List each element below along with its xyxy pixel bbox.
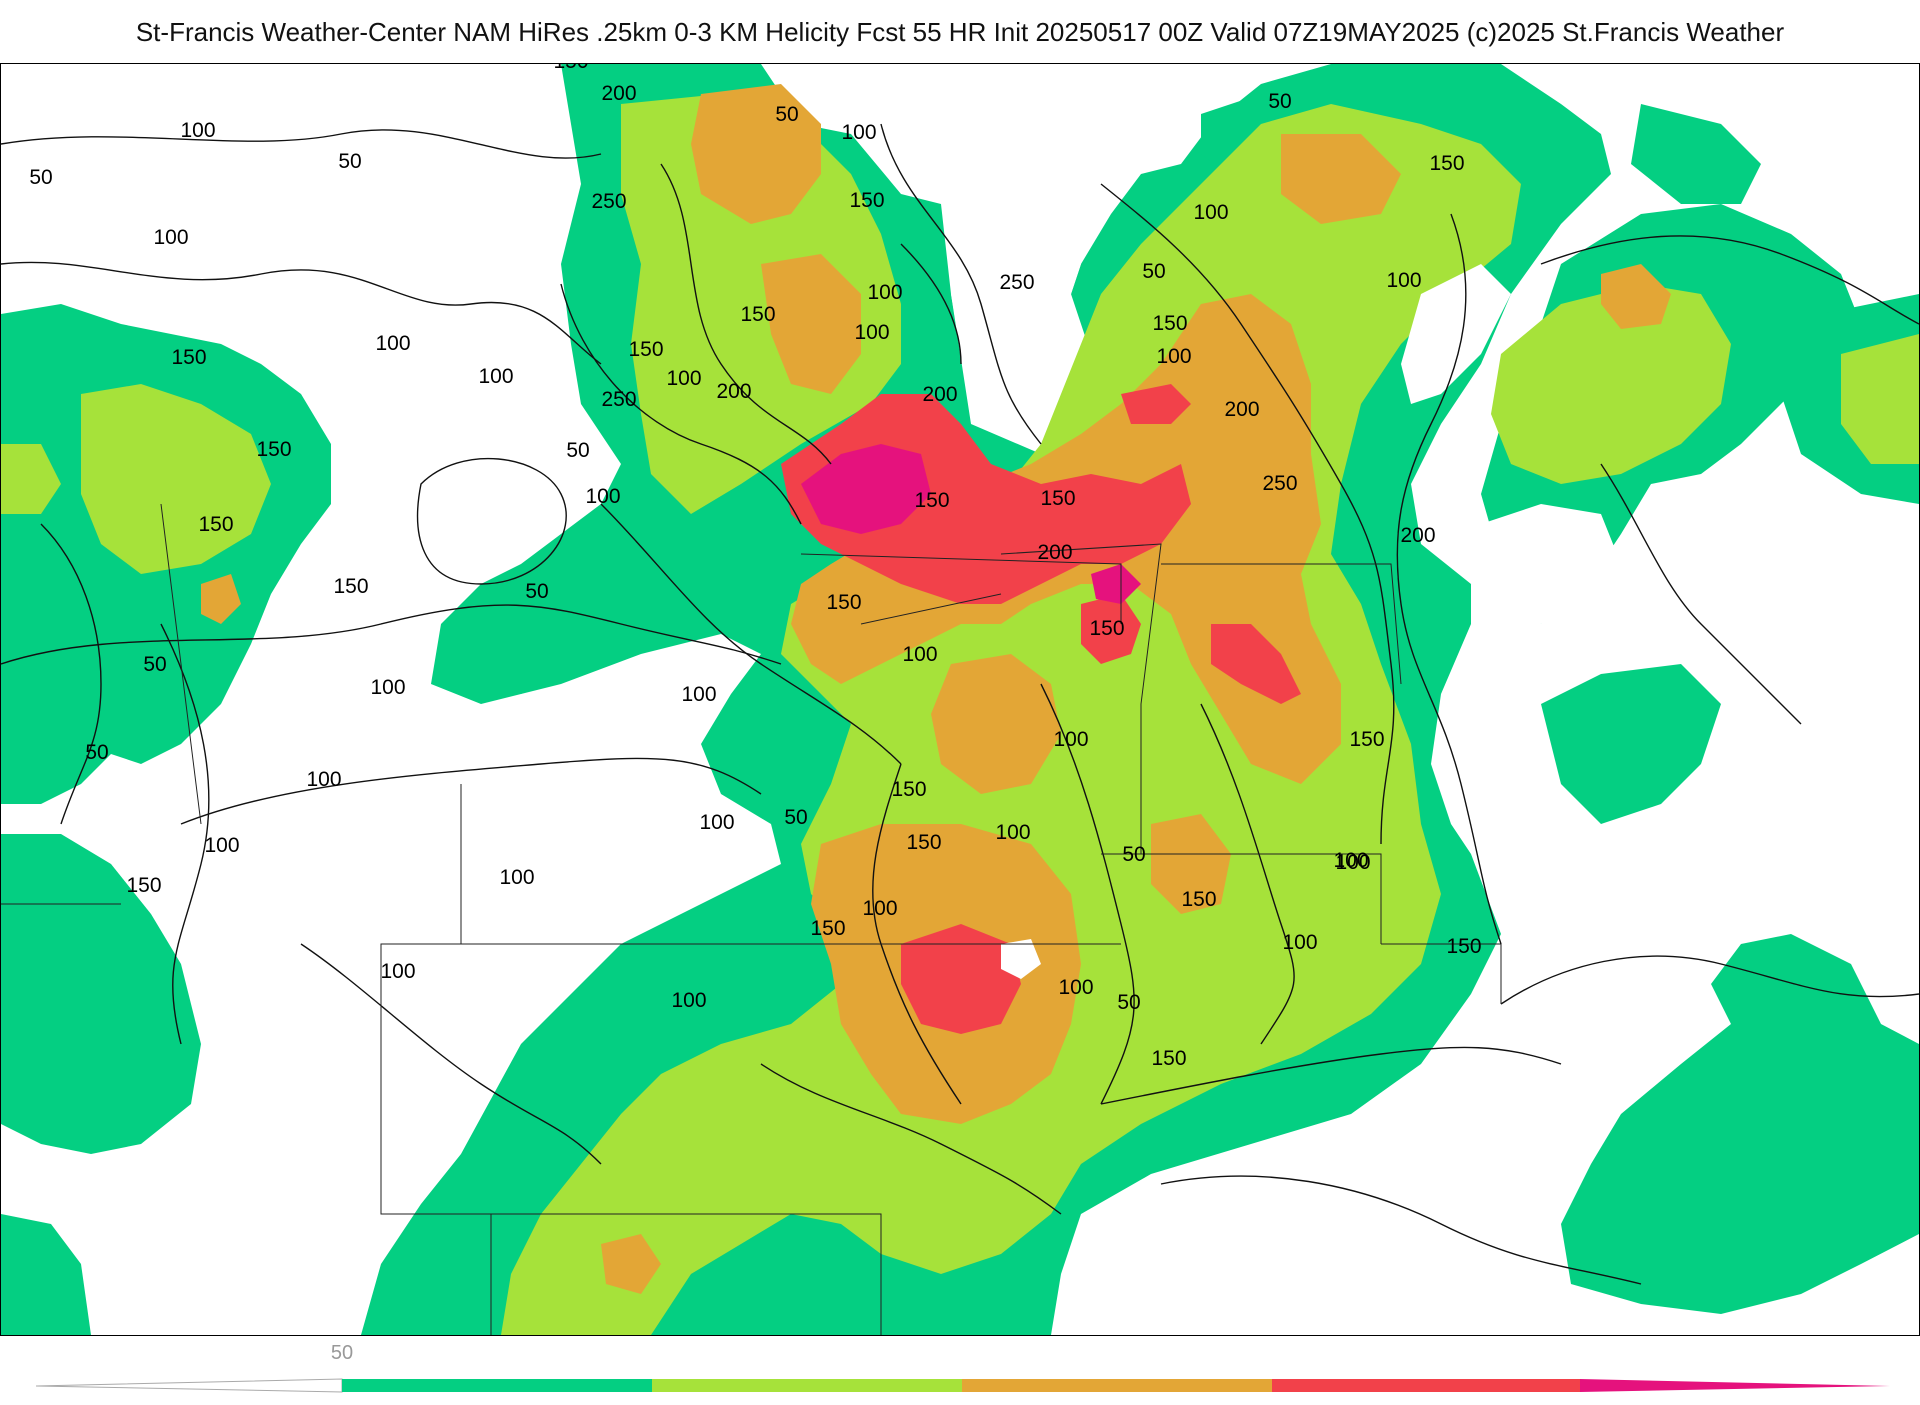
contour-label: 50 (85, 741, 108, 764)
contour-label: 200 (1037, 541, 1072, 564)
contour-label: 150 (553, 64, 588, 73)
contour-label: 100 (666, 367, 701, 390)
contour-label: 150 (914, 489, 949, 512)
contour-label: 100 (153, 226, 188, 249)
colorbar-segment-150 (652, 1379, 962, 1392)
contour-label: 100 (1335, 851, 1370, 874)
contour-label: 100 (902, 643, 937, 666)
contour-label: 150 (826, 591, 861, 614)
contour-label: 150 (333, 575, 368, 598)
helicity-shading (1, 64, 1919, 1335)
contour-label: 250 (591, 190, 626, 213)
contour-label: 50 (1142, 260, 1165, 283)
colorbar-high-triangle (1580, 1379, 1890, 1392)
contour-label: 150 (1349, 728, 1384, 751)
contour-label: 200 (1400, 524, 1435, 547)
contour-label: 100 (841, 121, 876, 144)
contour-label: 200 (1224, 398, 1259, 421)
contour-label: 250 (601, 388, 636, 411)
contour-label: 100 (1053, 728, 1088, 751)
contour-label: 100 (1058, 976, 1093, 999)
fill-300 (801, 444, 1141, 604)
contour-label: 50 (525, 580, 548, 603)
contour-label: 100 (671, 989, 706, 1012)
contour-label: 150 (1040, 487, 1075, 510)
contour-label: 150 (628, 338, 663, 361)
contour-label: 100 (867, 281, 902, 304)
contour-label: 150 (1181, 888, 1216, 911)
contour-label: 150 (1151, 1047, 1186, 1070)
contour-label: 50 (143, 653, 166, 676)
contour-label: 150 (126, 874, 161, 897)
contour-label: 100 (204, 834, 239, 857)
contour-label: 150 (906, 831, 941, 854)
contour-label: 150 (171, 346, 206, 369)
colorbar-segment-250 (1272, 1379, 1580, 1392)
contour-label: 100 (699, 811, 734, 834)
contour-label: 250 (1262, 472, 1297, 495)
contour-label: 100 (1282, 931, 1317, 954)
contour-label: 200 (601, 82, 636, 105)
colorbar-tick-label: 50 (331, 1342, 353, 1364)
contour-label: 250 (999, 271, 1034, 294)
contour-label: 100 (499, 866, 534, 889)
map-title: St-Francis Weather-Center NAM HiRes .25k… (135, 16, 1785, 47)
contour-label: 50 (566, 439, 589, 462)
contour-label: 150 (1152, 312, 1187, 335)
helicity-map: 1502002501005050100501001501001005015010… (0, 63, 1920, 1336)
contour-lines (1, 123, 1919, 1285)
contour-label: 100 (478, 365, 513, 388)
contour-label: 150 (1429, 152, 1464, 175)
contour-label: 150 (849, 189, 884, 212)
contour-label: 100 (681, 683, 716, 706)
contour-label: 100 (1386, 269, 1421, 292)
contour-label: 50 (338, 150, 361, 173)
contour-label: 100 (370, 676, 405, 699)
state-borders (1, 503, 1502, 1335)
contour-label-layer: 1502002501005050100501001501001005015010… (29, 64, 1481, 1070)
contour-label: 100 (1193, 201, 1228, 224)
colorbar-low-triangle (35, 1378, 343, 1393)
colorbar-segment-200 (962, 1379, 1272, 1392)
contour-label: 50 (29, 166, 52, 189)
contour-label: 50 (775, 103, 798, 126)
contour-label: 150 (1089, 617, 1124, 640)
colorbar-segment-100 (342, 1379, 652, 1392)
contour-label: 100 (1156, 345, 1191, 368)
contour-label: 50 (784, 806, 807, 829)
fill-250 (781, 384, 1301, 1034)
contour-label: 50 (1268, 90, 1291, 113)
contour-label: 50 (1117, 991, 1140, 1014)
contour-label: 50 (1122, 843, 1145, 866)
contour-label: 150 (198, 513, 233, 536)
contour-label: 100 (862, 897, 897, 920)
contour-label: 100 (180, 119, 215, 142)
contour-label: 100 (585, 485, 620, 508)
contour-label: 150 (891, 778, 926, 801)
contour-label: 100 (854, 321, 889, 344)
contour-label: 150 (1446, 935, 1481, 958)
clear-areas (941, 104, 1621, 979)
contour-label: 100 (380, 960, 415, 983)
contour-label: 150 (810, 917, 845, 940)
contour-label: 200 (922, 383, 957, 406)
contour-label: 100 (1333, 849, 1368, 872)
contour-label: 100 (375, 332, 410, 355)
contour-label: 150 (740, 303, 775, 326)
contour-label: 100 (995, 821, 1030, 844)
contour-label: 100 (306, 768, 341, 791)
contour-label: 200 (716, 380, 751, 403)
colorbar: 50 (0, 1336, 1920, 1400)
contour-label: 150 (256, 438, 291, 461)
